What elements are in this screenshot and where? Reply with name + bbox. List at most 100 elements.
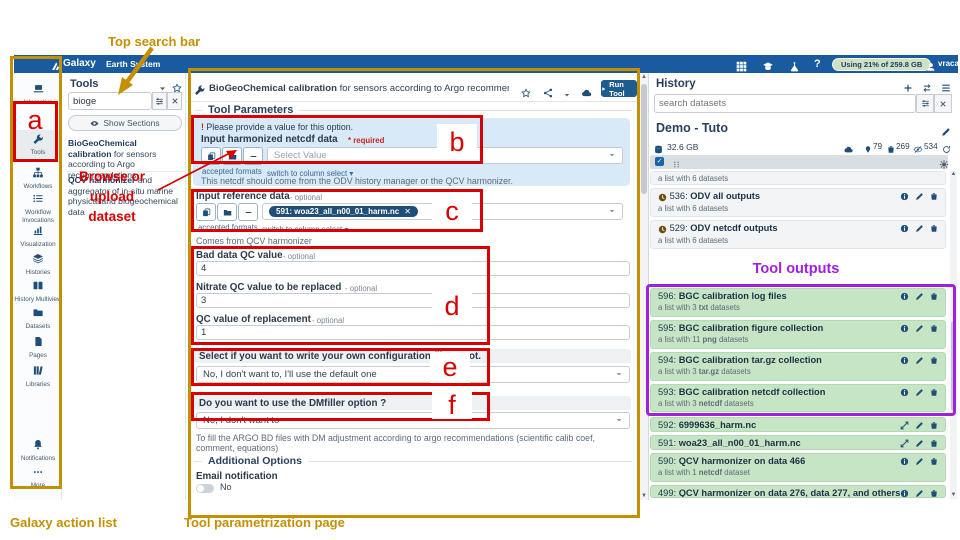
tool-search-input[interactable] xyxy=(68,92,152,110)
sidebar-item-notifications[interactable]: Notifications xyxy=(14,436,62,463)
sidebar-item-datasets[interactable]: Datasets xyxy=(14,304,62,331)
sidebar-item-histories[interactable]: Histories xyxy=(14,250,62,277)
history-rename-pencil-icon[interactable] xyxy=(941,123,951,141)
delete-trash-icon[interactable] xyxy=(930,292,938,301)
info-icon[interactable] xyxy=(900,292,909,301)
run-tool-button[interactable]: Run Tool xyxy=(601,80,637,98)
edit-pencil-icon[interactable] xyxy=(915,224,924,233)
info-icon[interactable] xyxy=(900,324,909,333)
cloud-icon[interactable] xyxy=(581,84,592,102)
history-scroll-up-arrow[interactable]: ▲ xyxy=(950,171,957,177)
sidebar-item-interactive[interactable]: Interactive xyxy=(14,80,62,107)
user-menu[interactable]: vracape xyxy=(938,59,960,68)
pinned-count[interactable]: 79 xyxy=(873,142,883,151)
browse-datasets-button[interactable] xyxy=(222,147,242,165)
delete-trash-icon[interactable] xyxy=(930,192,938,201)
bad-data-qc-input[interactable] xyxy=(196,261,630,276)
form-scrollbar-thumb[interactable] xyxy=(641,84,647,194)
delete-trash-icon[interactable] xyxy=(930,388,938,397)
sidebar-item-history-multiview[interactable]: History Multiview xyxy=(14,277,62,304)
history-scroll-down-arrow[interactable]: ▼ xyxy=(950,492,957,498)
form-scrollbar[interactable]: ▲ ▼ xyxy=(640,74,648,500)
history-item-596[interactable]: 596: BGC calibration log files a list wi… xyxy=(650,288,946,317)
scroll-up-arrow[interactable]: ▲ xyxy=(641,74,647,80)
input-harmonized-select[interactable]: Select Value xyxy=(267,147,623,164)
hidden-count[interactable]: 534 xyxy=(924,142,938,151)
tool-search-filter-button[interactable] xyxy=(152,92,167,110)
history-item-592[interactable]: 592: 6999636_harm.nc xyxy=(650,417,946,432)
history-item-536[interactable]: 536: ODV all outputs a list with 6 datas… xyxy=(650,188,946,217)
sidebar-item-workflows[interactable]: Workflows xyxy=(14,164,62,191)
history-item-590[interactable]: 590: QCV harmonizer on data 466 a list w… xyxy=(650,453,946,482)
tool-options-caret-icon[interactable] xyxy=(563,86,571,104)
help-icon[interactable]: ? xyxy=(814,58,821,70)
history-clear-button[interactable] xyxy=(934,94,952,113)
info-icon[interactable] xyxy=(900,457,909,466)
deleted-count[interactable]: 269 xyxy=(896,142,910,151)
dmfiller-select[interactable]: No, I don't want to xyxy=(196,412,630,429)
history-search-input[interactable] xyxy=(654,94,916,113)
delete-trash-icon[interactable] xyxy=(930,489,938,498)
show-sections-button[interactable]: Show Sections xyxy=(68,115,182,131)
batch-mode-button-2[interactable] xyxy=(196,203,216,221)
tag-remove-icon[interactable]: ✕ xyxy=(404,207,411,216)
storage-usage-badge[interactable]: Using 21% of 259.8 GB xyxy=(832,58,932,71)
edit-pencil-icon[interactable] xyxy=(915,457,924,466)
edit-pencil-icon[interactable] xyxy=(915,421,924,430)
sidebar-item-more[interactable]: More xyxy=(14,463,62,490)
select-all-checkbox[interactable]: ✓ xyxy=(655,157,664,166)
history-item-499[interactable]: 499: QCV harmonizer on data 276, data 27… xyxy=(650,485,946,498)
history-item-593[interactable]: 593: BGC calibration netcdf collection a… xyxy=(650,384,946,412)
history-item-partial[interactable]: a list with 6 datasets xyxy=(650,171,946,185)
edit-pencil-icon[interactable] xyxy=(915,356,924,365)
share-icon[interactable] xyxy=(543,84,553,102)
favorite-star-icon[interactable] xyxy=(521,84,531,102)
history-item-594[interactable]: 594: BGC calibration tar.gz collection a… xyxy=(650,352,946,381)
info-icon[interactable] xyxy=(900,192,909,201)
resize-icon[interactable] xyxy=(900,421,909,430)
email-toggle[interactable] xyxy=(196,484,214,493)
nitrate-qc-input[interactable] xyxy=(196,293,630,308)
accepted-formats-link-2[interactable]: accepted formats xyxy=(198,223,258,232)
info-icon[interactable] xyxy=(900,489,909,498)
browse-datasets-button-2[interactable] xyxy=(217,203,237,221)
sidebar-item-workflow-invocations[interactable]: Workflow Invocations xyxy=(14,190,62,224)
tool-result-biogeochemical[interactable]: BioGeoChemical calibration for sensors a… xyxy=(68,138,157,180)
delete-trash-icon[interactable] xyxy=(930,356,938,365)
collapse-button-2[interactable] xyxy=(238,203,258,221)
history-filter-button[interactable] xyxy=(916,94,934,113)
tool-search-clear-button[interactable] xyxy=(167,92,182,110)
selected-dataset-tag[interactable]: 591: woa23_all_n00_01_harm.nc ✕ xyxy=(269,206,418,217)
delete-trash-icon[interactable] xyxy=(930,457,938,466)
qc-replacement-input[interactable] xyxy=(196,325,630,340)
edit-pencil-icon[interactable] xyxy=(915,388,924,397)
info-icon[interactable] xyxy=(900,356,909,365)
edit-pencil-icon[interactable] xyxy=(915,324,924,333)
history-scrollbar-thumb[interactable] xyxy=(951,321,956,411)
accepted-formats-link[interactable]: accepted formats xyxy=(202,167,262,176)
input-reference-select[interactable]: 591: woa23_all_n00_01_harm.nc ✕ xyxy=(262,203,623,220)
history-scrollbar[interactable]: ▲ ▼ xyxy=(950,171,957,499)
history-item-529[interactable]: 529: ODV netcdf outputs a list with 6 da… xyxy=(650,220,946,249)
sidebar-item-tools[interactable]: Tools xyxy=(14,130,62,158)
config-select[interactable]: No, I don't want to, I'll use the defaul… xyxy=(196,366,630,383)
history-item-595[interactable]: 595: BGC calibration figure collection a… xyxy=(650,320,946,349)
delete-trash-icon[interactable] xyxy=(930,439,938,448)
history-item-591[interactable]: 591: woa23_all_n00_01_harm.nc xyxy=(650,435,946,450)
sidebar-item-libraries[interactable]: Libraries xyxy=(14,362,62,389)
switch-column-select-link[interactable]: switch to column select ▾ xyxy=(267,169,354,178)
resize-icon[interactable] xyxy=(900,439,909,448)
scroll-down-arrow[interactable]: ▼ xyxy=(641,493,647,499)
info-icon[interactable] xyxy=(900,224,909,233)
edit-pencil-icon[interactable] xyxy=(915,439,924,448)
delete-trash-icon[interactable] xyxy=(930,224,938,233)
galaxy-logo-text[interactable]: Galaxy xyxy=(63,58,96,69)
delete-trash-icon[interactable] xyxy=(930,421,938,430)
edit-pencil-icon[interactable] xyxy=(915,489,924,498)
delete-trash-icon[interactable] xyxy=(930,324,938,333)
edit-pencil-icon[interactable] xyxy=(915,292,924,301)
batch-mode-button[interactable] xyxy=(201,147,221,165)
sidebar-item-visualization[interactable]: Visualization xyxy=(14,222,62,249)
sidebar-item-pages[interactable]: Pages xyxy=(14,333,62,360)
info-icon[interactable] xyxy=(900,388,909,397)
